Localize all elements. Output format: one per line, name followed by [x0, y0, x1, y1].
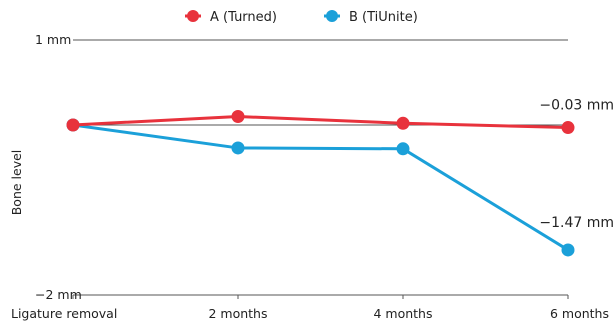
series-line: [72, 123, 569, 252]
data-point: [231, 110, 245, 123]
series-end-label: −0.03 mm: [539, 98, 614, 114]
data-point: [396, 142, 410, 156]
series-line: [72, 115, 569, 130]
x-tick-label: 6 months: [550, 306, 609, 321]
y-tick-label: 1 mm: [35, 32, 71, 47]
x-tick-label: Ligature removal: [11, 306, 117, 321]
data-point: [561, 121, 575, 135]
data-point: [396, 116, 410, 130]
data-point: [561, 243, 575, 257]
series-end-label: −1.47 mm: [539, 215, 614, 231]
y-tick-label: −2 mm: [35, 287, 82, 302]
data-point: [66, 118, 80, 132]
labels-layer: 1 mm −2 mm Ligature removal 2 months 4 month…: [9, 32, 614, 321]
data-point: [231, 141, 245, 155]
series-layer: [66, 110, 575, 257]
y-axis-label: Bone level: [9, 150, 24, 216]
legend-label: B (TiUnite): [349, 10, 418, 25]
axes: [72, 39, 569, 299]
x-tick-label: 4 months: [373, 306, 432, 321]
legend: A (Turned) B (TiUnite): [185, 10, 418, 25]
legend-label: A (Turned): [210, 10, 277, 25]
legend-marker-dot: [187, 10, 199, 22]
x-tick-label: 2 months: [208, 306, 267, 321]
legend-marker-dot: [326, 10, 338, 22]
